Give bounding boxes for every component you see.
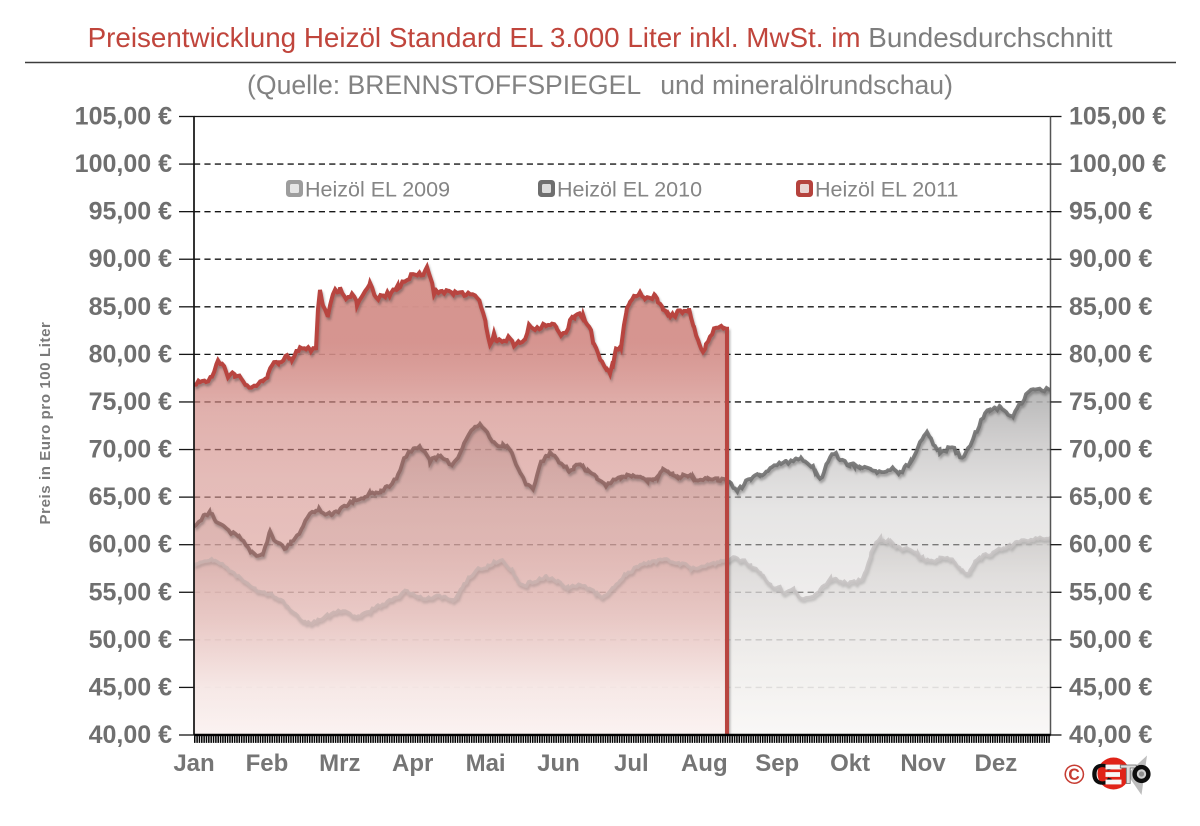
svg-text:80,00 €: 80,00 € [1069,340,1153,368]
svg-text:105,00 €: 105,00 € [75,103,172,131]
svg-text:Feb: Feb [246,750,289,777]
svg-text:65,00 €: 65,00 € [89,483,173,511]
svg-text:40,00 €: 40,00 € [89,721,173,749]
svg-text:90,00 €: 90,00 € [1069,245,1153,273]
svg-text:40,00 €: 40,00 € [1069,721,1153,749]
svg-text:60,00 €: 60,00 € [1069,531,1153,559]
svg-text:95,00 €: 95,00 € [89,198,173,226]
svg-text:75,00 €: 75,00 € [1069,388,1153,416]
svg-text:100,00 €: 100,00 € [1069,150,1166,178]
svg-text:Mai: Mai [466,750,506,777]
svg-text:70,00 €: 70,00 € [89,436,173,464]
svg-text:Aug: Aug [681,750,728,777]
svg-text:45,00 €: 45,00 € [1069,673,1153,701]
svg-text:105,00 €: 105,00 € [1069,103,1166,131]
svg-text:Preis in Euro pro 100 Liter: Preis in Euro pro 100 Liter [37,322,54,525]
svg-text:Mrz: Mrz [319,750,360,777]
svg-text:Heizöl EL 2011: Heizöl EL 2011 [815,178,958,202]
svg-text:(Quelle: BRENNSTOFFSPIEGEL u: (Quelle: BRENNSTOFFSPIEGEL und mineralöl… [247,70,953,100]
svg-text:90,00 €: 90,00 € [89,245,173,273]
svg-text:50,00 €: 50,00 € [89,626,173,654]
svg-text:45,00 €: 45,00 € [89,673,173,701]
svg-text:Apr: Apr [392,750,433,777]
svg-text:55,00 €: 55,00 € [89,578,173,606]
svg-text:Okt: Okt [830,750,870,777]
svg-text:55,00 €: 55,00 € [1069,578,1153,606]
svg-text:80,00 €: 80,00 € [89,340,173,368]
svg-text:©: © [1064,759,1085,790]
svg-text:Jan: Jan [173,750,214,777]
svg-text:60,00 €: 60,00 € [89,531,173,559]
svg-text:Preisentwicklung Heizöl Standa: Preisentwicklung Heizöl Standard EL 3.00… [88,22,1113,53]
svg-text:T: T [1120,760,1137,790]
svg-text:Dez: Dez [975,750,1018,777]
svg-text:85,00 €: 85,00 € [1069,293,1153,321]
svg-text:70,00 €: 70,00 € [1069,436,1153,464]
svg-text:Heizöl EL 2010: Heizöl EL 2010 [557,178,702,202]
svg-text:Jul: Jul [614,750,649,777]
svg-text:85,00 €: 85,00 € [89,293,173,321]
svg-text:Sep: Sep [755,750,799,777]
svg-text:65,00 €: 65,00 € [1069,483,1153,511]
svg-text:75,00 €: 75,00 € [89,388,173,416]
svg-text:Heizöl EL 2009: Heizöl EL 2009 [305,178,450,202]
svg-text:100,00 €: 100,00 € [75,150,172,178]
svg-text:95,00 €: 95,00 € [1069,198,1153,226]
svg-text:50,00 €: 50,00 € [1069,626,1153,654]
svg-text:Nov: Nov [900,750,946,777]
svg-text:Jun: Jun [537,750,580,777]
